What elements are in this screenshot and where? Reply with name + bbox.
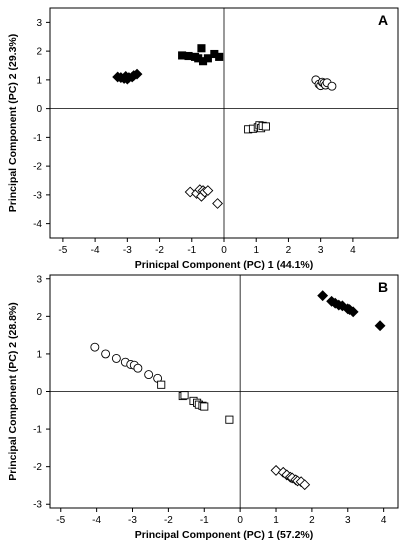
data-point-diamond-filled	[374, 320, 386, 332]
x-tick-label: 1	[273, 515, 279, 526]
x-axis-label: Principal Component (PC) 1 (57.2%)	[135, 529, 314, 541]
y-tick-label: 3	[36, 18, 42, 29]
data-point-circle-open	[327, 81, 337, 91]
data-point-square-open	[261, 122, 270, 131]
y-tick-label: -3	[33, 190, 42, 201]
data-point-circle-open	[133, 363, 143, 373]
panel-b: -5 -4 -3 -2 -1 0 1 2 3 4 -3 -2 -1 0 1 2 3 B Principal Co…	[7, 274, 399, 541]
data-point-circle-open	[111, 353, 121, 363]
x-tick-label: 4	[350, 245, 356, 256]
x-tick-label: -3	[123, 245, 132, 256]
y-tick-label: 2	[36, 312, 42, 323]
x-tick-label: 3	[318, 245, 324, 256]
y-tick-label: -1	[33, 425, 42, 436]
y-tick-label: 3	[36, 274, 42, 285]
data-point-square-open	[157, 380, 166, 389]
y-tick-label: -3	[33, 500, 42, 511]
x-tick-label: -4	[91, 245, 100, 256]
y-tick-label: -1	[33, 133, 42, 144]
x-tick-label: -5	[58, 245, 67, 256]
x-tick-label: 0	[221, 245, 227, 256]
panel-label: A	[378, 12, 388, 28]
x-tick-label: 0	[237, 515, 243, 526]
x-tick-label: 1	[253, 245, 259, 256]
data-point-circle-open	[144, 370, 154, 380]
x-tick-label: -2	[155, 245, 164, 256]
data-point-circle-open	[90, 342, 100, 352]
x-axis-label: Prinicpal Component (PC) 1 (44.1%)	[135, 259, 314, 271]
x-tick-label: 2	[286, 245, 292, 256]
y-tick-label: 0	[36, 104, 42, 115]
y-axis-label: Principal Component (PC) 2 (28.8%)	[7, 302, 19, 481]
axis-ticks: -5 -4 -3 -2 -1 0 1 2 3 4 -3 -2 -1 0 1 2 3	[33, 274, 387, 526]
x-tick-label: -1	[187, 245, 196, 256]
y-tick-label: 1	[36, 75, 42, 86]
data-points	[112, 44, 337, 209]
x-tick-label: -4	[92, 515, 101, 526]
panel-a: -5 -4 -3 -2 -1 0 1 2 3 4 -4 -3 -2 -1 0 1 2 3 A Prinicpal …	[7, 7, 399, 271]
y-tick-label: 0	[36, 387, 42, 398]
zero-lines	[50, 8, 398, 238]
y-tick-label: -2	[33, 162, 42, 173]
x-tick-label: 2	[309, 515, 315, 526]
data-point-diamond-filled	[317, 290, 329, 302]
data-points	[90, 290, 386, 491]
data-point-square-filled	[215, 52, 224, 61]
x-tick-label: 4	[381, 515, 387, 526]
y-tick-label: 2	[36, 47, 42, 58]
data-point-square-filled	[203, 54, 212, 63]
data-point-circle-open	[101, 349, 111, 359]
data-point-diamond-open	[270, 464, 282, 476]
data-point-square-filled	[197, 44, 206, 53]
x-tick-label: -5	[56, 515, 65, 526]
data-point-diamond-open	[212, 198, 223, 209]
x-tick-label: -3	[128, 515, 137, 526]
x-tick-label: -1	[200, 515, 209, 526]
data-point-square-open	[200, 402, 209, 411]
data-point-square-open	[180, 391, 189, 400]
y-tick-label: -2	[33, 462, 42, 473]
data-point-diamond-open	[299, 479, 311, 491]
data-point-diamond-filled	[347, 306, 359, 318]
data-point-diamond-filled	[131, 68, 143, 80]
axis-ticks: -5 -4 -3 -2 -1 0 1 2 3 4 -4 -3 -2 -1 0 1 2 3	[33, 18, 356, 256]
y-tick-label: -4	[33, 219, 42, 230]
x-tick-label: -2	[164, 515, 173, 526]
y-axis-label: Principal Component (PC) 2 (29.3%)	[7, 34, 19, 213]
y-tick-label: 1	[36, 349, 42, 360]
data-point-diamond-open	[202, 185, 214, 196]
panel-label: B	[378, 279, 388, 295]
zero-lines	[50, 275, 398, 508]
data-point-square-open	[225, 415, 234, 424]
x-tick-label: 3	[345, 515, 351, 526]
